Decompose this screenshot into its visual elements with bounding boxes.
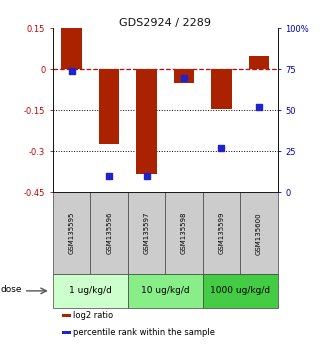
Text: percentile rank within the sample: percentile rank within the sample [73, 328, 215, 337]
Title: GDS2924 / 2289: GDS2924 / 2289 [119, 18, 211, 28]
Point [256, 104, 262, 110]
Bar [174, 69, 194, 83]
Bar [203, 274, 278, 308]
Bar [62, 331, 71, 334]
Point [69, 68, 74, 74]
Point [181, 75, 187, 80]
Bar [99, 69, 119, 144]
Text: GSM135595: GSM135595 [69, 212, 75, 255]
Text: log2 ratio: log2 ratio [73, 311, 113, 320]
Text: GSM135598: GSM135598 [181, 212, 187, 255]
Bar [249, 56, 269, 69]
Bar [61, 28, 82, 69]
Bar [128, 192, 165, 274]
Bar [91, 192, 128, 274]
Bar [128, 274, 203, 308]
Bar [53, 192, 91, 274]
Bar [136, 69, 157, 175]
Point [107, 173, 112, 179]
Bar [211, 69, 232, 109]
Text: 1000 ug/kg/d: 1000 ug/kg/d [210, 286, 270, 295]
Text: GSM135597: GSM135597 [143, 212, 150, 255]
Bar [62, 314, 71, 317]
Point [219, 145, 224, 151]
Bar [240, 192, 278, 274]
Text: GSM135599: GSM135599 [219, 212, 224, 255]
Bar [53, 274, 128, 308]
Text: 10 ug/kg/d: 10 ug/kg/d [141, 286, 190, 295]
Bar [203, 192, 240, 274]
Point [144, 173, 149, 179]
Text: GSM135596: GSM135596 [106, 212, 112, 255]
Text: GSM135600: GSM135600 [256, 212, 262, 255]
Text: 1 ug/kg/d: 1 ug/kg/d [69, 286, 112, 295]
Text: dose: dose [0, 285, 22, 294]
Bar [165, 192, 203, 274]
